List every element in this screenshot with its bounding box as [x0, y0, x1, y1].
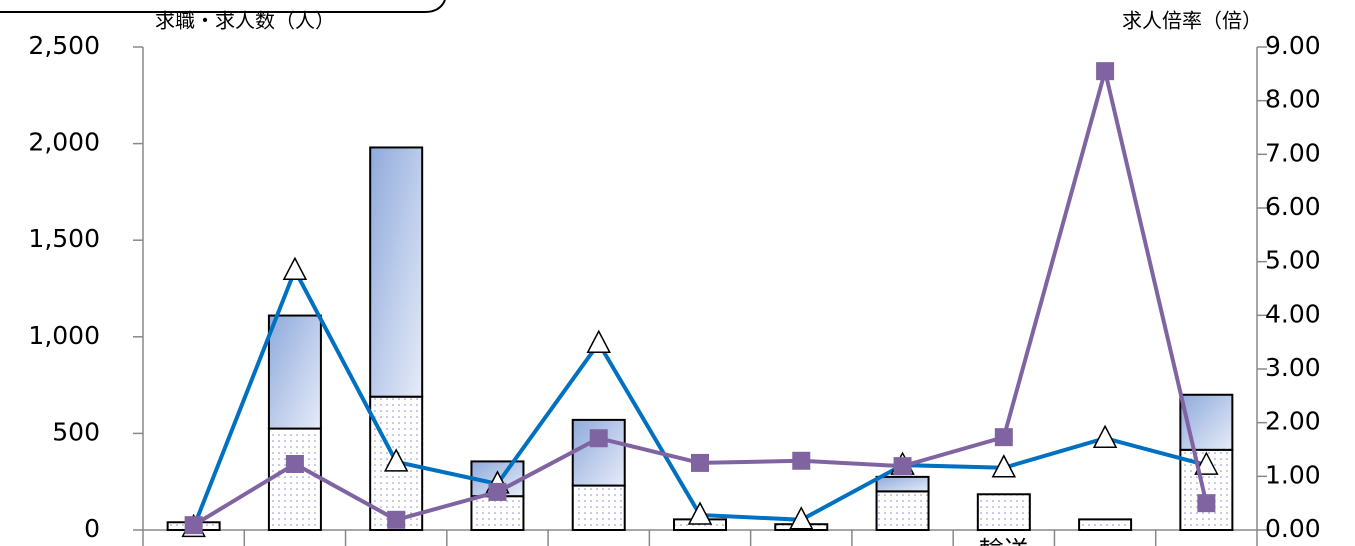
y-tick-label: 500	[52, 417, 100, 446]
marker	[994, 428, 1013, 447]
y2-tick-label: 7.00	[1265, 138, 1321, 167]
bar	[976, 493, 1031, 531]
y-tick-label: 2,500	[28, 31, 100, 60]
marker	[387, 510, 406, 529]
bar	[267, 427, 322, 532]
y2-axis-label: 求人倍率（倍）	[1122, 9, 1262, 33]
marker	[1092, 424, 1118, 448]
y-tick-label: 0	[84, 514, 100, 543]
y2-tick-label: 2.00	[1265, 407, 1321, 436]
y-tick-label: 1,500	[28, 224, 100, 253]
y-tick-label: 2,000	[28, 128, 100, 157]
y2-tick-label: 8.00	[1265, 85, 1321, 114]
marker	[691, 453, 709, 472]
marker	[789, 506, 814, 530]
bar	[875, 475, 930, 493]
y2-tick-label: 3.00	[1265, 353, 1321, 382]
line	[191, 265, 1207, 529]
y2-tick-label: 5.00	[1265, 246, 1321, 275]
y2-tick-label: 0.00	[1265, 514, 1321, 543]
marker	[586, 329, 611, 353]
marker	[1197, 494, 1216, 513]
y2-tick-label: 1.00	[1265, 460, 1321, 489]
marker	[1194, 451, 1219, 475]
bar	[875, 490, 930, 531]
bar	[470, 495, 525, 532]
marker	[893, 457, 912, 476]
bar	[1078, 518, 1133, 532]
x-tick-label: 輸送	[979, 536, 1029, 546]
bar	[267, 314, 322, 430]
marker	[285, 454, 304, 473]
marker	[488, 482, 507, 501]
marker	[184, 516, 203, 535]
y2-tick-label: 9.00	[1265, 31, 1321, 60]
y-tick-label: 1,000	[28, 321, 100, 350]
tab-border	[0, 0, 446, 13]
marker	[1096, 62, 1115, 81]
y-axis-label: 求職・求人数（人）	[155, 9, 335, 33]
marker	[687, 501, 713, 525]
bar	[571, 484, 626, 531]
marker	[792, 451, 811, 470]
bar	[369, 146, 424, 398]
y2-tick-label: 6.00	[1265, 192, 1321, 221]
marker	[589, 429, 608, 448]
marker	[383, 448, 409, 472]
y2-tick-label: 4.00	[1265, 299, 1321, 328]
marker	[282, 256, 308, 281]
marker	[991, 454, 1017, 478]
